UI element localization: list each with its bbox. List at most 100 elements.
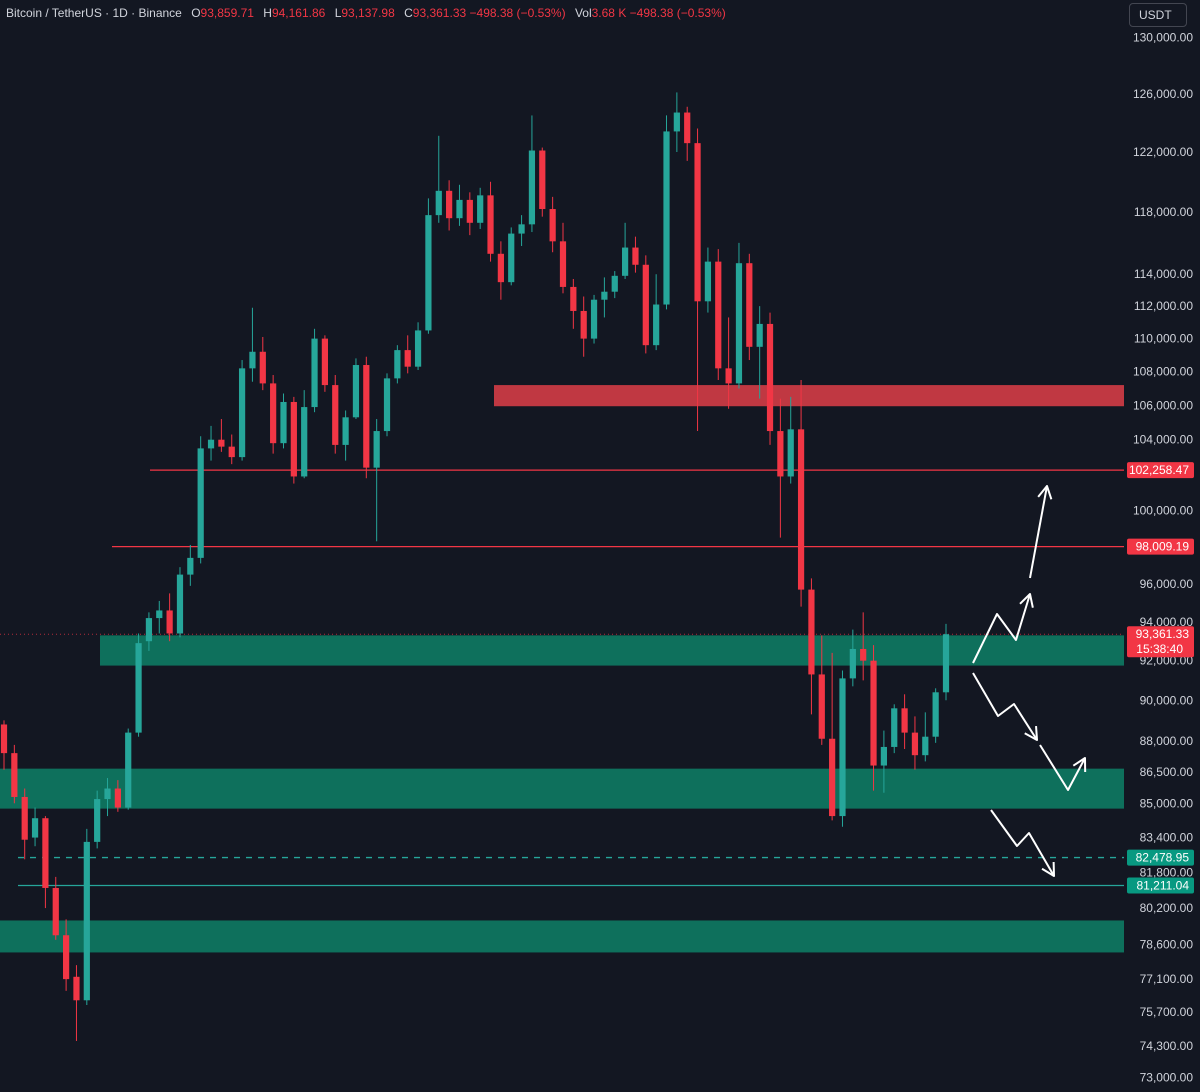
candle-body (528, 150, 536, 225)
candle-body (259, 351, 266, 384)
level-badge-bg (1127, 538, 1194, 555)
candle-body (539, 150, 546, 210)
last-price-value: 93,361.33 (1136, 627, 1190, 641)
price-axis-label: 96,000.00 (1140, 577, 1194, 591)
price-axis-label: 112,000.00 (1134, 299, 1193, 313)
candle-body (808, 589, 815, 675)
bullish-arrow-2-head (1037, 485, 1053, 500)
candle-body (0, 724, 8, 754)
candle-body (456, 199, 463, 219)
candle-body (197, 448, 204, 558)
price-axis-label: 106,000.00 (1133, 398, 1193, 412)
candle-body (42, 818, 49, 888)
price-axis-label: 100,000.00 (1133, 503, 1193, 517)
candle-body (860, 648, 867, 661)
candle-body (31, 818, 39, 838)
candle-body (21, 796, 28, 840)
candle-body (249, 351, 256, 369)
candle-body (11, 753, 18, 797)
level-badge-bg (1127, 849, 1194, 866)
candle-body (880, 746, 887, 766)
candle-body (135, 643, 142, 733)
volume-label: Vol (574, 6, 592, 20)
bearish-arrow-1 (972, 672, 1038, 741)
candle-body (756, 323, 763, 347)
candle-body (414, 330, 422, 367)
price-axis-label: 90,000.00 (1140, 693, 1194, 707)
candle-body (663, 131, 670, 305)
candle-body (518, 224, 525, 234)
candle-body (673, 112, 680, 132)
price-axis-label: 110,000.00 (1134, 332, 1193, 346)
price-axis-label: 75,700.00 (1140, 1005, 1194, 1019)
candle-body (207, 439, 215, 449)
candle-body (922, 736, 929, 756)
low-label: L (334, 6, 342, 20)
candle-body (466, 199, 473, 223)
candle-body (166, 610, 173, 634)
level-badge: 98,009.19 (1136, 540, 1190, 554)
candle-body (270, 383, 277, 444)
candle-body (446, 190, 453, 219)
price-axis-label: 114,000.00 (1134, 267, 1193, 281)
candle-body (870, 660, 877, 766)
candle-body (383, 378, 391, 432)
price-axis-label: 130,000.00 (1133, 31, 1193, 45)
price-axis-label: 73,000.00 (1140, 1071, 1194, 1085)
price-badges-layer: 102,258.47 98,009.19 82,478.95 81,211.04 93,… (1127, 462, 1194, 894)
candle-body (404, 350, 411, 367)
candle-body (228, 446, 235, 458)
candle-body (632, 247, 639, 265)
candle-body (394, 350, 401, 379)
symbol-header: Bitcoin / TetherUS · 1D · Binance O93,85… (6, 6, 726, 20)
level-badge-bg (1127, 462, 1194, 479)
price-axis-label: 104,000.00 (1133, 433, 1193, 447)
support-zone (0, 768, 1124, 809)
support-zone (100, 635, 1124, 666)
price-axis-label: 118,000.00 (1134, 205, 1193, 219)
level-badge: 82,478.95 (1136, 851, 1190, 865)
candle-body (63, 935, 70, 980)
candles-layer (0, 92, 950, 1041)
level-badge-bg (1127, 877, 1194, 894)
candle-body (715, 261, 722, 369)
currency-button[interactable]: USDT (1129, 3, 1187, 27)
candle-body (73, 976, 80, 1001)
candle-body (891, 708, 898, 747)
candle-body (590, 299, 598, 339)
candle-body (735, 263, 743, 384)
price-axis-label: 81,800.00 (1140, 865, 1194, 879)
price-axis-label: 94,000.00 (1140, 615, 1194, 629)
price-axis-label: 83,400.00 (1140, 831, 1194, 845)
candle-body (352, 365, 360, 418)
bearish-arrow-2-head (1072, 757, 1087, 773)
candle-body (114, 788, 121, 808)
price-axis-label: 122,000.00 (1133, 145, 1193, 159)
candle-body (218, 439, 225, 447)
candle-body (611, 275, 618, 292)
candle-body (497, 253, 504, 283)
bearish-arrow-3-head (1041, 861, 1055, 877)
price-axis-label: 74,300.00 (1140, 1039, 1194, 1053)
price-axis-label: 77,100.00 (1140, 972, 1194, 986)
candle-body (549, 209, 556, 242)
candle-body (176, 574, 184, 634)
candle-body (373, 431, 380, 468)
candle-body (901, 708, 908, 733)
change-value: −498.38 (−0.53%) (469, 6, 566, 20)
candle-body (766, 323, 774, 432)
bearish-arrow-1-head (1024, 725, 1038, 741)
candle-body (280, 401, 287, 444)
candle-body (125, 732, 132, 808)
close-label: C (404, 6, 413, 20)
candle-body (477, 195, 484, 223)
candle-body (653, 304, 660, 346)
candle-body (777, 431, 784, 477)
candle-body (52, 887, 59, 936)
candle-body (725, 368, 732, 384)
zones-layer (0, 385, 1124, 953)
symbol-title[interactable]: Bitcoin / TetherUS · 1D · Binance (6, 6, 182, 20)
candle-body (83, 841, 90, 1001)
candle-body (425, 215, 432, 331)
